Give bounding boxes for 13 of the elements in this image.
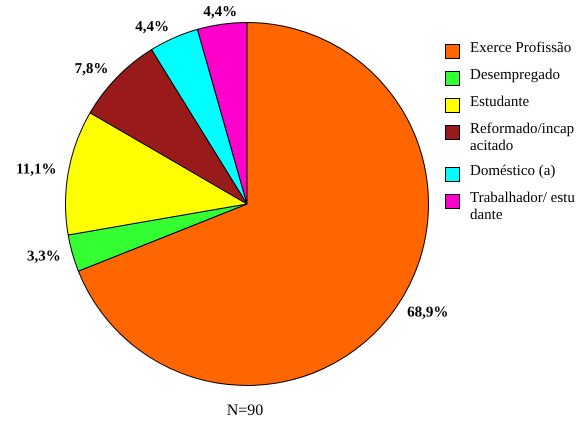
text: N=90: [226, 402, 264, 420]
legend-label: Desempregado: [470, 67, 561, 84]
data-label: 11,1%: [16, 162, 57, 178]
data-label: 7,8%: [74, 60, 108, 77]
legend-label: Exerce Profissão: [470, 40, 572, 57]
legend-label: Reformado/incapacitado: [470, 121, 576, 155]
legend-label: Estudante: [470, 94, 530, 111]
data-label: 4,4%: [135, 18, 169, 35]
data-label: 4,4%: [203, 4, 238, 20]
data-label: 3,3%: [27, 248, 61, 264]
legend-label: Doméstico (a): [470, 163, 556, 180]
legend-label: Trabalhador/ estudante: [470, 190, 576, 224]
data-label: 68,9%: [407, 304, 448, 320]
